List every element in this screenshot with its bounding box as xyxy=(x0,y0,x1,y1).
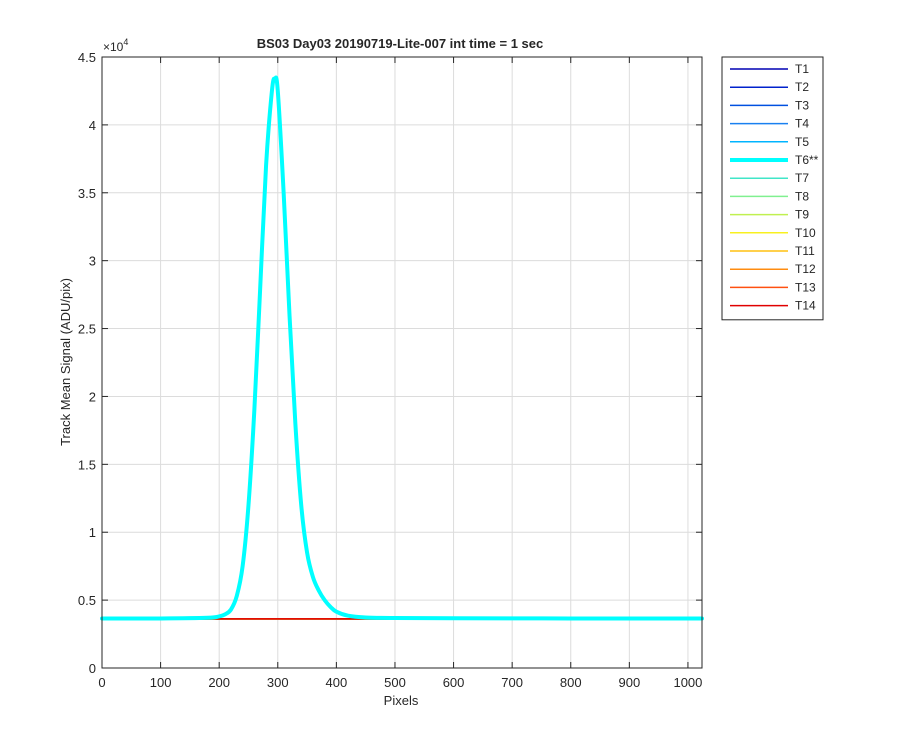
legend-item: T7 xyxy=(730,171,809,185)
x-tick-label: 0 xyxy=(98,675,105,690)
x-tick-label: 800 xyxy=(560,675,582,690)
y-tick-label: 0 xyxy=(89,661,96,676)
legend-label: T1 xyxy=(795,62,809,76)
legend-item: T12 xyxy=(730,262,816,276)
x-tick-label: 100 xyxy=(150,675,172,690)
x-tick-label: 600 xyxy=(443,675,465,690)
legend-label: T9 xyxy=(795,208,809,222)
y-tick-label: 4 xyxy=(89,118,96,133)
legend-item: T1 xyxy=(730,62,809,76)
y-axis-exponent: ×104 xyxy=(103,37,128,54)
y-tick-label: 0.5 xyxy=(78,593,96,608)
x-tick-label: 300 xyxy=(267,675,289,690)
legend-item: T9 xyxy=(730,208,809,222)
y-tick-label: 3.5 xyxy=(78,186,96,201)
legend-label: T6** xyxy=(795,153,819,167)
legend-item: T14 xyxy=(730,299,816,313)
y-tick-label: 4.5 xyxy=(78,50,96,65)
ticks: 0 100 200 300 400 500 600 700 800 900 1000 0 0.5 1 1.5… xyxy=(78,50,702,690)
series-line-t6 xyxy=(100,75,704,621)
x-tick-label: 1000 xyxy=(673,675,702,690)
y-tick-label: 3 xyxy=(89,254,96,269)
y-axis-label: Track Mean Signal (ADU/pix) xyxy=(58,278,73,446)
x-tick-label: 200 xyxy=(208,675,230,690)
series-layer xyxy=(100,75,704,621)
y-tick-label: 2.5 xyxy=(78,322,96,337)
x-axis-label: Pixels xyxy=(384,693,419,708)
y-tick-label: 1 xyxy=(89,525,96,540)
legend-label: T4 xyxy=(795,117,809,131)
legend-item: T5 xyxy=(730,135,809,149)
legend-label: T8 xyxy=(795,189,809,203)
x-tick-label: 900 xyxy=(618,675,640,690)
legend-item: T2 xyxy=(730,80,809,94)
legend-item: T4 xyxy=(730,117,809,131)
legend: T1 T2 T3 T4 T5 T6** T7 T8 T9 T10 T11 T12 T13 T14 xyxy=(721,56,824,321)
legend-label: T2 xyxy=(795,80,809,94)
legend-box xyxy=(721,56,824,321)
y-tick-label: 2 xyxy=(89,389,96,404)
legend-item: T11 xyxy=(730,244,815,258)
legend-label: T13 xyxy=(795,280,816,294)
y-tick-label: 1.5 xyxy=(78,457,96,472)
plot-area xyxy=(102,57,702,668)
legend-label: T12 xyxy=(795,262,816,276)
legend-item: T10 xyxy=(730,226,816,240)
legend-label: T11 xyxy=(795,244,815,258)
legend-label: T7 xyxy=(795,171,809,185)
x-tick-label: 500 xyxy=(384,675,406,690)
x-tick-label: 700 xyxy=(501,675,523,690)
legend-item: T13 xyxy=(730,280,816,294)
legend-item: T6** xyxy=(730,153,819,167)
chart-title: BS03 Day03 20190719-Lite-007 int time = … xyxy=(257,36,544,51)
legend-label: T5 xyxy=(795,135,809,149)
legend-label: T14 xyxy=(795,299,816,313)
legend-item: T8 xyxy=(730,189,809,203)
legend-item: T3 xyxy=(730,98,809,112)
x-tick-label: 400 xyxy=(326,675,348,690)
legend-label: T10 xyxy=(795,226,816,240)
axes: 0 100 200 300 400 500 600 700 800 900 1000 0 0.5 1 1.5… xyxy=(78,50,704,690)
plot-border xyxy=(101,56,703,669)
grid xyxy=(101,56,702,669)
legend-label: T3 xyxy=(795,98,809,112)
